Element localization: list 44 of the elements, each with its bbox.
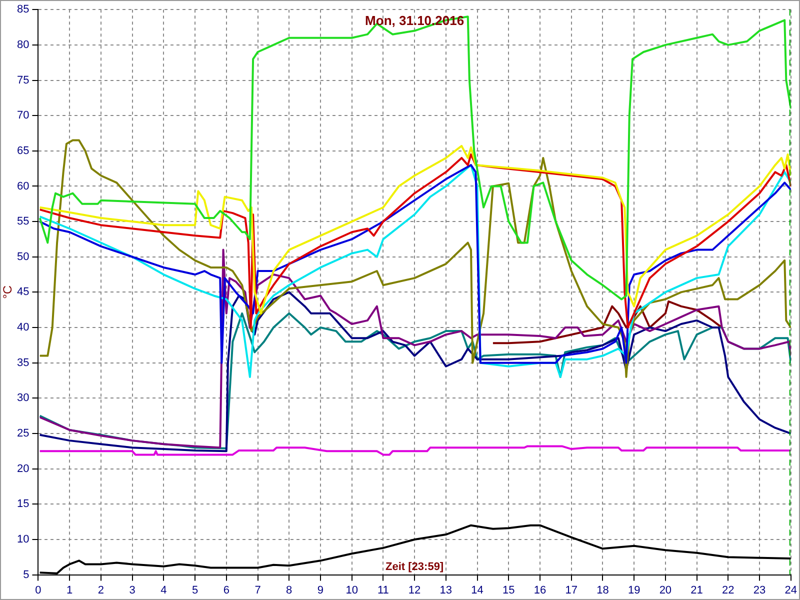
- x-tick-label: 8: [286, 584, 292, 596]
- y-tick-label: 80: [16, 38, 30, 51]
- y-tick-label: 55: [16, 216, 30, 228]
- x-tick-label: 12: [408, 584, 421, 596]
- x-tick-label: 21: [690, 584, 703, 596]
- y-tick-label: 60: [16, 180, 30, 192]
- x-tick-label: 2: [98, 584, 104, 596]
- x-tick-label: 15: [502, 584, 515, 596]
- x-tick-label: 7: [254, 584, 261, 596]
- x-tick-label: 13: [440, 584, 452, 596]
- x-tick-label: 22: [722, 584, 734, 596]
- x-tick-label: 11: [377, 584, 389, 596]
- y-tick-label: 50: [16, 250, 30, 263]
- y-tick-label: 70: [16, 110, 30, 122]
- x-tick-label: 4: [160, 584, 167, 596]
- x-tick-label: 10: [346, 584, 358, 596]
- x-tick-label: 9: [317, 584, 324, 596]
- y-tick-label: 75: [16, 74, 30, 86]
- y-tick-label: 40: [16, 322, 30, 334]
- x-tick-label: 17: [565, 584, 578, 596]
- x-tick-label: 23: [753, 584, 766, 596]
- x-tick-label: 18: [596, 584, 609, 596]
- x-tick-label: 3: [129, 584, 136, 596]
- y-tick-label: 30: [16, 392, 30, 404]
- y-tick-label: 10: [16, 534, 30, 546]
- y-tick-label: 65: [16, 144, 30, 157]
- x-axis-title: Zeit [23:59]: [386, 560, 444, 573]
- x-tick-label: 0: [35, 584, 42, 596]
- y-tick-label: 45: [16, 286, 30, 298]
- y-tick-label: 35: [16, 356, 30, 369]
- x-tick-label: 24: [784, 584, 798, 596]
- x-tick-label: 20: [659, 584, 672, 596]
- y-tick-label: 25: [16, 428, 30, 440]
- y-tick-label: 5: [23, 568, 30, 581]
- x-tick-label: 19: [628, 584, 640, 596]
- x-tick-label: 5: [192, 584, 198, 596]
- x-tick-label: 16: [534, 584, 546, 596]
- x-tick-label: 14: [471, 584, 484, 596]
- y-axis-title: °C: [0, 285, 14, 299]
- y-tick-label: 20: [16, 462, 30, 475]
- x-tick-label: 6: [223, 584, 230, 596]
- y-tick-label: 15: [16, 498, 30, 510]
- x-tick-label: 1: [66, 584, 73, 596]
- y-tick-label: 85: [16, 4, 30, 16]
